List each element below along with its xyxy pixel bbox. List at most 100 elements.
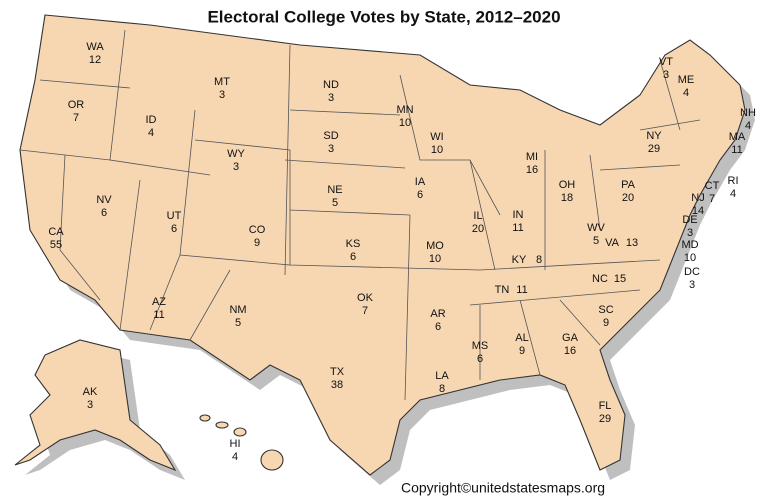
state-abbr: AR (430, 308, 445, 320)
state-votes: 6 (417, 189, 423, 201)
state-abbr: MI (526, 151, 538, 163)
state-votes: 15 (614, 273, 626, 285)
state-votes: 29 (599, 413, 611, 425)
state-votes: 10 (431, 144, 443, 156)
state-votes: 11 (731, 144, 742, 156)
state-abbr: ND (323, 79, 339, 91)
state-abbr: MD (681, 239, 698, 251)
state-abbr: TX (330, 366, 345, 378)
state-abbr: CO (249, 224, 266, 236)
state-abbr: NJ (691, 192, 704, 204)
state-votes: 10 (429, 253, 441, 265)
state-abbr: MT (214, 76, 230, 88)
state-votes: 3 (687, 227, 693, 239)
island (233, 427, 247, 437)
state-abbr: WI (430, 131, 443, 143)
state-votes: 3 (328, 92, 334, 104)
state-votes: 9 (254, 237, 260, 249)
island (260, 449, 284, 471)
state-abbr: NY (646, 130, 662, 142)
state-abbr: CA (48, 226, 64, 238)
state-votes: 6 (171, 223, 177, 235)
border (19, 29, 701, 401)
state-abbr: WV (587, 222, 605, 234)
state-votes: 4 (730, 188, 736, 200)
state-abbr: DC (684, 266, 700, 278)
state-abbr: VT (659, 56, 673, 68)
state-votes: 6 (101, 207, 107, 219)
state-abbr: AZ (152, 296, 166, 308)
state-abbr: IL (473, 210, 482, 222)
state-borders (19, 29, 701, 401)
state-votes: 38 (331, 379, 343, 391)
hawaii (199, 414, 284, 471)
state-abbr: OK (357, 292, 374, 304)
island (215, 421, 229, 429)
state-abbr: MO (426, 240, 444, 252)
state-votes: 7 (73, 112, 79, 124)
state-votes: 16 (564, 345, 576, 357)
state-abbr: KS (346, 238, 361, 250)
state-votes: 16 (526, 164, 538, 176)
state-abbr: RI (728, 175, 739, 187)
state-votes: 6 (477, 353, 483, 365)
state-abbr: ID (146, 114, 157, 126)
state-abbr: NH (740, 107, 756, 119)
state-abbr: MN (396, 104, 413, 116)
state-votes: 9 (519, 345, 525, 357)
state-votes: 4 (745, 120, 751, 132)
state-votes: 5 (593, 235, 599, 247)
state-votes: 4 (148, 127, 154, 139)
state-votes: 5 (332, 197, 338, 209)
state-votes: 12 (89, 54, 101, 66)
state-votes: 6 (350, 251, 356, 263)
state-abbr: NE (327, 184, 342, 196)
state-votes: 3 (219, 89, 225, 101)
map-title: Electoral College Votes by State, 2012–2… (207, 7, 560, 26)
state-votes: 11 (512, 222, 523, 234)
state-votes: 6 (435, 321, 441, 333)
state-votes: 4 (232, 451, 238, 463)
state-abbr: ME (678, 74, 695, 86)
state-abbr: AK (83, 386, 98, 398)
state-abbr: VA (605, 237, 620, 249)
state-abbr: GA (562, 332, 579, 344)
state-abbr: SD (323, 130, 338, 142)
state-votes: 8 (536, 254, 542, 266)
state-votes: 4 (683, 87, 689, 99)
state-votes: 20 (472, 223, 484, 235)
state-abbr: UT (167, 210, 182, 222)
state-abbr: CT (705, 180, 720, 192)
state-abbr: LA (435, 370, 449, 382)
state-votes: 9 (603, 317, 609, 329)
state-votes: 8 (439, 383, 445, 395)
state-abbr: DE (682, 214, 697, 226)
state-votes: 3 (233, 161, 239, 173)
state-votes: 10 (684, 252, 696, 264)
state-votes: 7 (362, 305, 368, 317)
state-votes: 11 (516, 284, 527, 296)
state-votes: 18 (561, 192, 573, 204)
state-abbr: OR (68, 99, 85, 111)
state-abbr: AL (515, 332, 528, 344)
state-votes: 20 (622, 192, 634, 204)
state-abbr: WA (86, 41, 104, 53)
state-votes: 3 (87, 399, 93, 411)
state-abbr: IN (513, 209, 524, 221)
state-abbr: TN (495, 284, 510, 296)
state-votes: 29 (648, 143, 660, 155)
state-votes: 3 (689, 279, 695, 291)
state-votes: 14 (692, 205, 704, 217)
state-abbr: NM (229, 304, 246, 316)
copyright: Copyright©unitedstatesmaps.org (401, 480, 605, 496)
state-votes: 13 (626, 237, 638, 249)
alaska (14, 339, 177, 472)
state-abbr: IA (415, 176, 426, 188)
island (199, 414, 211, 422)
state-abbr: FL (599, 400, 612, 412)
state-abbr: WY (227, 148, 245, 160)
state-abbr: NC (592, 273, 608, 285)
state-abbr: HI (230, 438, 241, 450)
